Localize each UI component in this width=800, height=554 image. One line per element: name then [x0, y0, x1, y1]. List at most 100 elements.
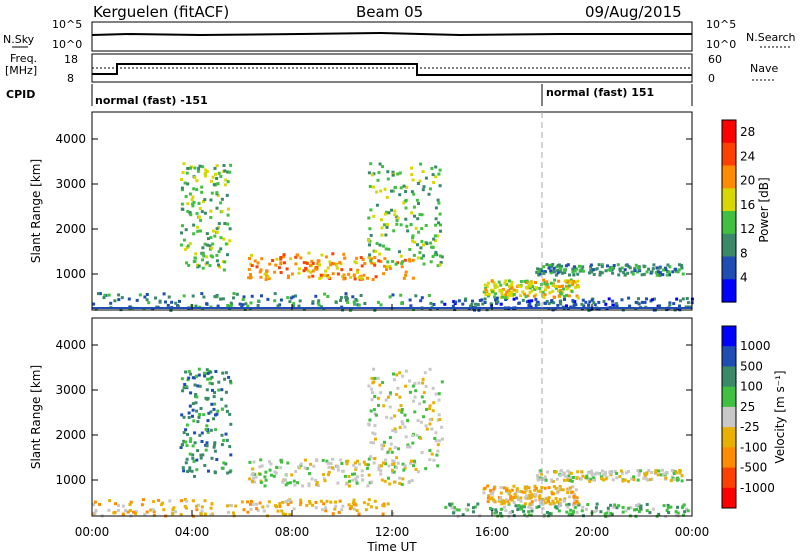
velocity-echo-cell: [514, 504, 518, 508]
power-echo-cell: [491, 290, 495, 294]
power-echo-cell: [602, 300, 606, 303]
velocity-echo-cell: [414, 467, 418, 471]
power-colorbar-swatch: [722, 120, 736, 144]
velocity-echo-cell: [187, 370, 191, 373]
velocity-echo-cell: [401, 374, 405, 378]
velocity-echo-cell: [182, 415, 186, 419]
velocity-echo-cell: [246, 500, 249, 504]
power-echo-cell: [226, 304, 230, 307]
velocity-echo-cell: [525, 488, 528, 492]
velocity-echo-cell: [393, 414, 397, 418]
velocity-echo-cell: [377, 465, 381, 469]
velocity-echo-cell: [398, 371, 402, 375]
power-echo-cell: [207, 237, 210, 241]
power-echo-cell: [565, 304, 568, 308]
x-tick-label: 00:00: [675, 525, 710, 539]
freq-trace: [92, 63, 692, 76]
velocity-y-tick-label: 2000: [55, 428, 86, 442]
nsky-tick-high: 10^5: [52, 18, 82, 31]
velocity-echo-cell: [380, 464, 383, 468]
power-echo-cell: [372, 249, 376, 253]
power-echo-cell: [189, 166, 192, 170]
velocity-echo-cell: [117, 504, 121, 508]
velocity-echo-cell: [461, 513, 465, 517]
power-echo-cell: [398, 193, 402, 197]
velocity-echo-cell: [380, 478, 384, 482]
velocity-echo-cell: [572, 501, 576, 505]
power-echo-cell: [264, 277, 268, 281]
power-echo-cell: [362, 273, 366, 277]
power-echo-cell: [572, 265, 576, 269]
velocity-echo-cell: [213, 471, 217, 475]
power-echo-cell: [531, 285, 535, 289]
power-echo-cell: [543, 270, 547, 274]
velocity-echo-cell: [188, 440, 192, 443]
velocity-echo-cell: [645, 471, 649, 475]
power-y-tick-label: 3000: [55, 177, 86, 191]
velocity-echo-cell: [284, 483, 288, 487]
velocity-echo-cell: [395, 373, 399, 377]
velocity-echo-cell: [343, 474, 347, 478]
power-echo-cell: [422, 262, 426, 266]
velocity-echo-cell: [134, 512, 138, 516]
velocity-echo-cell: [571, 503, 575, 507]
velocity-echo-cell: [569, 471, 573, 475]
velocity-echo-cell: [633, 508, 636, 512]
power-echo-cell: [224, 178, 228, 182]
velocity-echo-cell: [290, 473, 294, 477]
velocity-echo-cell: [438, 418, 442, 421]
velocity-echo-cell: [533, 488, 537, 492]
power-echo-cell: [390, 189, 393, 193]
power-echo-cell: [519, 280, 523, 283]
power-echo-cell: [203, 211, 207, 215]
power-colorbar-tick: 8: [740, 246, 748, 260]
velocity-echo-cell: [436, 449, 440, 453]
velocity-echo-cell: [200, 431, 204, 435]
velocity-echo-cell: [487, 494, 491, 498]
freq-tick-low: 8: [67, 72, 74, 85]
power-echo-cell: [404, 206, 408, 210]
power-echo-cell: [273, 270, 277, 274]
velocity-echo-cell: [676, 505, 679, 509]
velocity-echo-cell: [143, 512, 147, 516]
power-echo-cell: [624, 263, 628, 267]
power-echo-cell: [422, 254, 426, 258]
power-echo-cell: [437, 201, 441, 205]
velocity-echo-cell: [512, 484, 516, 488]
velocity-echo-cell: [307, 484, 311, 488]
velocity-echo-cell: [180, 413, 184, 417]
velocity-echo-cell: [545, 497, 549, 501]
power-echo-cell: [560, 271, 564, 275]
velocity-echo-cell: [341, 469, 345, 473]
velocity-echo-cell: [186, 432, 189, 436]
velocity-echo-cell: [580, 470, 584, 474]
velocity-echo-cell: [662, 504, 666, 508]
velocity-echo-cell: [627, 506, 631, 510]
velocity-echo-cell: [558, 474, 562, 477]
velocity-echo-cell: [513, 492, 517, 496]
power-echo-cell: [633, 267, 637, 271]
velocity-echo-cell: [410, 459, 414, 463]
velocity-echo-cell: [185, 499, 189, 503]
power-echo-cell: [640, 273, 644, 277]
power-echo-cell: [590, 298, 594, 302]
power-echo-cell: [636, 266, 640, 270]
power-echo-cell: [219, 297, 223, 301]
power-echo-cell: [297, 267, 301, 271]
velocity-echo-cell: [393, 445, 397, 449]
power-echo-cell: [537, 273, 541, 277]
power-echo-cell: [143, 295, 147, 299]
velocity-echo-cell: [611, 478, 615, 482]
power-echo-cell: [354, 298, 358, 301]
nsky-panel: N.Sky 10^5 10^0 10^5 10^0 N.Search: [3, 18, 796, 52]
power-echo-cell: [404, 190, 408, 193]
power-echo-cell: [223, 260, 227, 264]
power-echo-cell: [487, 294, 490, 298]
power-echo-cell: [227, 207, 230, 211]
velocity-echo-cell: [666, 503, 670, 507]
velocity-echo-cell: [351, 478, 355, 482]
velocity-echo-cell: [276, 509, 280, 513]
velocity-echo-cell: [292, 479, 296, 483]
velocity-echo-cell: [566, 469, 570, 473]
power-echo-cell: [302, 261, 306, 265]
